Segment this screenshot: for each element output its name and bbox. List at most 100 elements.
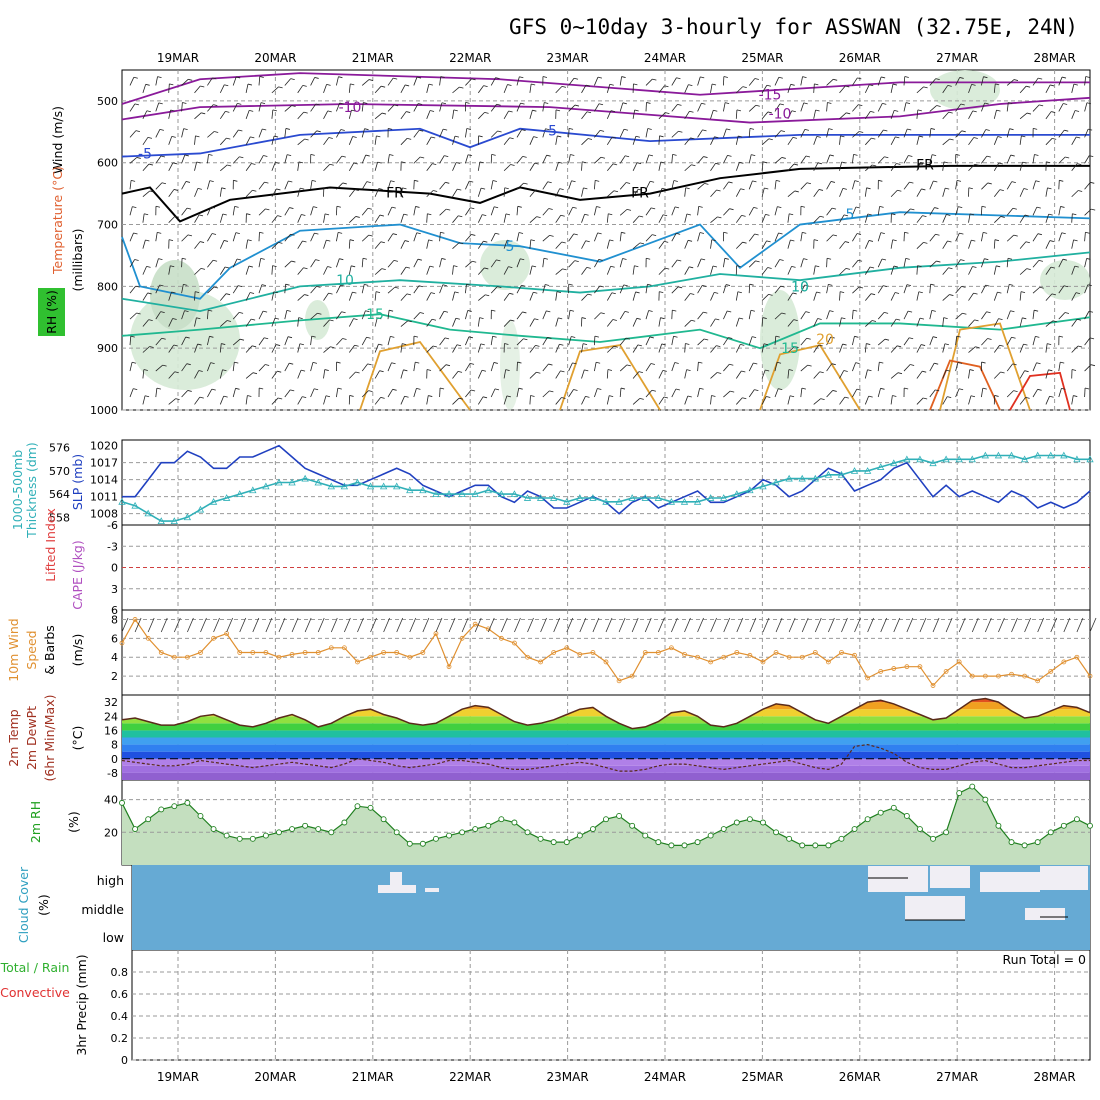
precip-label-units: 3hr Precip (mm) [74,954,89,1055]
wind-barb-flag [625,337,630,340]
wind-barb-flag [443,128,448,131]
wind-barb-flag [635,135,640,138]
wind-barb [632,189,639,197]
wind-barb-flag [1050,84,1055,87]
wind-barb [581,214,585,223]
wind-barb [542,258,545,268]
wind-speed-point [394,650,400,655]
wind-barb [207,286,215,294]
wind-barb [542,390,550,398]
wind-barb [374,214,381,223]
wind-barb [800,311,807,320]
wind-barb-flag [702,129,707,132]
thickness-point [1060,451,1068,459]
wind-barb-flag [794,346,799,348]
wind-barb [839,343,843,353]
wind-barb-flag [597,76,603,79]
wind-barb [748,104,757,112]
wind-barb-flag [701,102,706,105]
wind-barb-flag [883,129,888,132]
y-tick-precip: 0.4 [111,1010,129,1023]
wind-barb-flag [479,317,484,320]
wind-barb-flag [594,335,599,338]
wind-barb-flag [845,85,850,88]
wind-barb-flag [298,161,304,164]
wind-speed-point [904,664,910,670]
wind-barb-flag [971,239,976,242]
wind-barb-flag [433,190,438,192]
wind-barb [955,362,959,372]
wind-barb [826,310,830,320]
thickness-point [1034,451,1042,459]
wind-speed-point [943,668,949,674]
wind-barb-flag [375,291,381,294]
wind-barb [503,213,507,223]
wind-barb [606,163,614,172]
wind-barb [594,130,601,138]
wind-barb-flag [778,76,783,79]
wind-barb [566,617,574,633]
wind-barb [142,319,149,327]
wind-barb [291,617,299,633]
wind-barb [929,154,933,164]
wind-barb-flag [195,135,200,138]
wind-barb [890,189,898,198]
wind-barb [142,190,151,198]
wind-barb [194,317,197,327]
wind-barb-flag [767,267,772,269]
y-tick-wind: 6 [111,632,118,645]
wind-barb-flag [299,343,304,346]
wind-barb [284,154,288,164]
wind-barb-flag [390,180,395,183]
wind-barb-flag [483,85,488,87]
wind-barb-flag [723,76,728,78]
wind-barb-flag [813,239,819,242]
wind-barb-flag [855,362,860,365]
wind-barb-flag [469,180,474,183]
wind-barb [710,136,715,145]
wind-barb [297,240,303,249]
wind-barb-flag [969,369,974,371]
wind-barb [581,161,583,171]
wind-barb [129,180,132,190]
wind-barb-flag [235,232,240,235]
wind-barb-flag [236,258,242,261]
wind-barb-flag [546,310,551,313]
wind-barb-flag [522,155,527,158]
wind-barb-flag [376,135,381,138]
wind-barb-flag [394,286,399,289]
cape-panel [122,545,1090,590]
wind-barb [787,346,795,353]
wind-barb-flag [687,239,693,242]
wind-barb-flag [530,239,535,242]
wind-barb-flag [234,361,239,364]
wind-barb-flag [201,112,206,115]
y-tick-pressure: 800 [97,280,118,293]
wind-barb [142,292,149,301]
wind-barb [774,206,778,216]
temp-label-units: (°C) [70,726,85,751]
wind-barb [1071,319,1078,327]
wind-barb [461,617,469,633]
wind-speed-point [472,621,478,627]
wind-barb-flag [846,112,851,115]
wind-barb-flag [737,291,742,294]
wind-barb-flag [1086,102,1092,105]
wind-barb [697,103,702,112]
thickness-point [981,451,990,459]
wind-barb [323,213,326,223]
wind-barb-flag [678,286,683,289]
rh-point [655,839,662,846]
wind-barb [929,389,936,398]
slp-label-slp: SLP (mb) [70,454,85,510]
wind-barb [310,130,318,138]
wind-barb-flag [574,104,580,107]
rh-point [184,799,191,806]
thickness-point [157,517,165,525]
wind-barb-flag [368,79,374,81]
wind-barb [826,390,834,398]
wind-barb [852,362,856,372]
wind-barb-flag [571,180,576,183]
wind-barb-flag [878,179,883,182]
